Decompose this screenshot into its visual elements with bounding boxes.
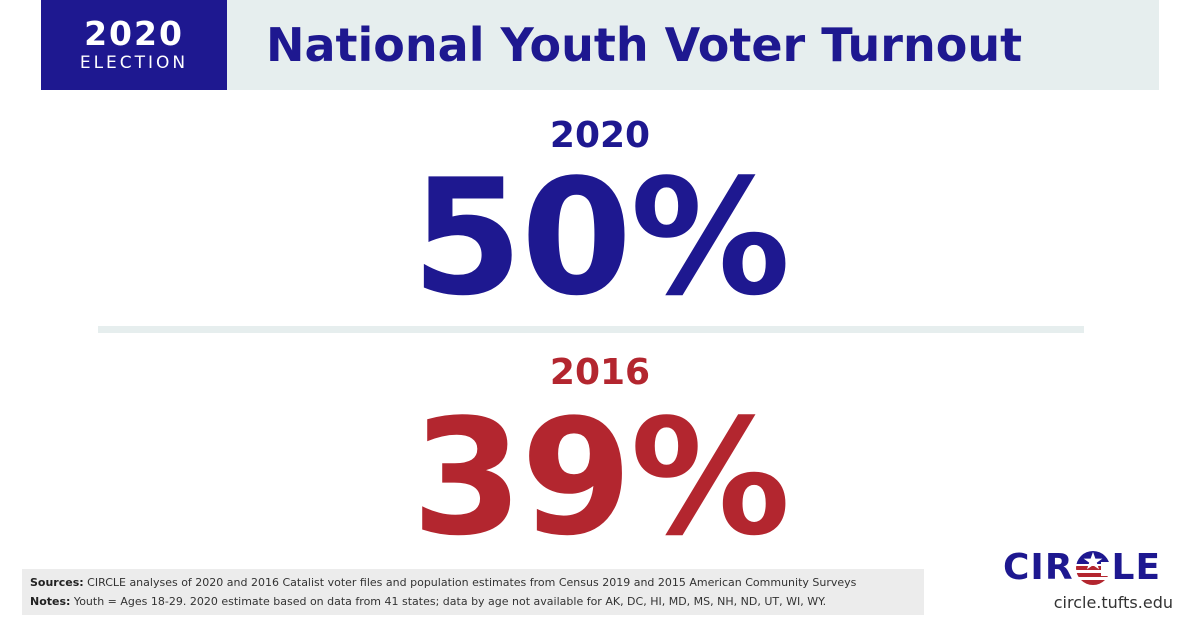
sources-text: CIRCLE analyses of 2020 and 2016 Catalis… — [83, 576, 857, 589]
stat-value-2016: 39% — [411, 384, 791, 571]
logo-url: circle.tufts.edu — [1053, 593, 1173, 612]
notes-label: Notes: — [30, 595, 71, 608]
logo-text-right: LE — [1111, 547, 1162, 588]
flag-star-stripes-icon — [1075, 550, 1113, 586]
divider — [98, 326, 1084, 333]
notes-line: Notes: Youth = Ages 18-29. 2020 estimate… — [30, 592, 916, 611]
header-band — [41, 0, 1159, 90]
sources-line: Sources: CIRCLE analyses of 2020 and 201… — [30, 573, 916, 592]
notes-text: Youth = Ages 18-29. 2020 estimate based … — [70, 595, 827, 608]
stat-value-2020: 50% — [411, 144, 791, 331]
sources-notes: Sources: CIRCLE analyses of 2020 and 201… — [22, 569, 924, 615]
stat-year-2016: 2016 — [549, 352, 651, 393]
badge-year: 2020 — [84, 14, 184, 53]
stat-year-2020: 2020 — [549, 115, 651, 156]
badge-label: ELECTION — [79, 53, 189, 73]
logo-text-left: CIR — [1003, 547, 1074, 588]
page-title: National Youth Voter Turnout — [266, 18, 1023, 72]
circle-logo: CIR LE — [1003, 548, 1169, 588]
sources-label: Sources: — [30, 576, 84, 589]
election-badge: 2020 ELECTION — [41, 0, 227, 90]
